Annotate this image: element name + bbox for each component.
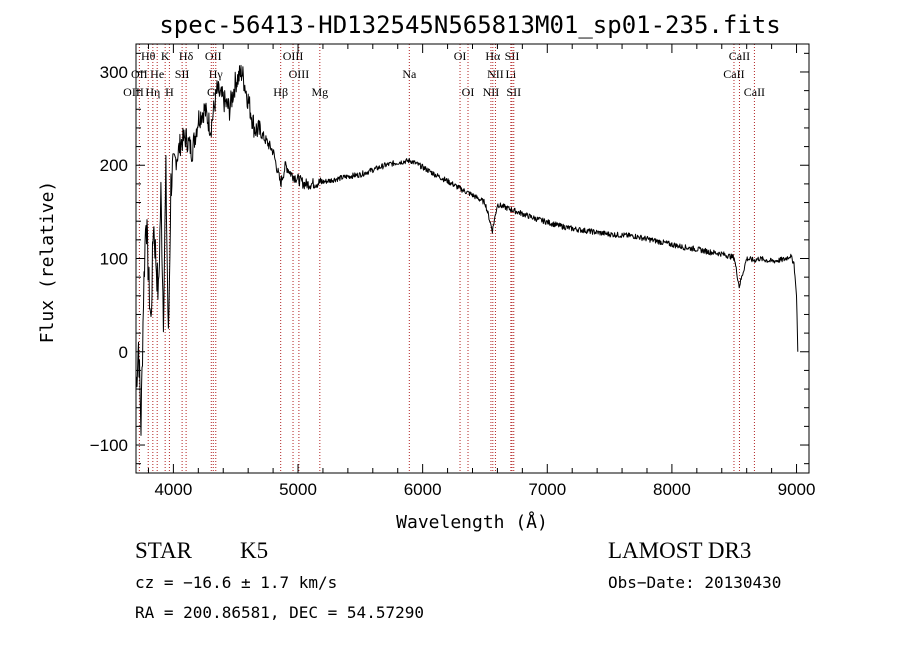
line-marker-label-9: OII xyxy=(131,67,148,81)
line-marker-label-11: SII xyxy=(175,67,190,81)
y-axis-label: Flux (relative) xyxy=(37,181,58,344)
chart-title: spec-56413-HD132545N565813M01_sp01-235.f… xyxy=(159,11,780,39)
redshift-cz: cz = −16.6 ± 1.7 km/s xyxy=(135,573,338,592)
spectrum-series xyxy=(135,64,799,436)
line-marker-label-23: Mg xyxy=(311,85,328,99)
x-tick-label-2: 6000 xyxy=(404,480,442,499)
line-marker-label-21: G xyxy=(207,85,216,99)
x-tick-label-1: 5000 xyxy=(279,480,317,499)
x-tick-label-3: 7000 xyxy=(528,480,566,499)
x-tick-label-4: 8000 xyxy=(653,480,691,499)
x-tick-label-0: 4000 xyxy=(154,480,192,499)
line-marker-label-5: OI xyxy=(454,49,467,63)
object-subclass: K5 xyxy=(240,538,269,563)
line-marker-label-20: H xyxy=(165,85,174,99)
line-marker-label-16: Li xyxy=(506,67,517,81)
line-marker-label-15: NII xyxy=(487,67,504,81)
line-marker-label-7: SII xyxy=(505,49,520,63)
line-marker-label-24: OI xyxy=(462,85,475,99)
line-marker-label-2: Hδ xyxy=(179,49,194,63)
line-marker-label-22: Hβ xyxy=(273,85,288,99)
object-class: STAR xyxy=(135,538,192,563)
line-marker-label-1: K xyxy=(161,49,170,63)
line-marker-label-14: Na xyxy=(402,67,417,81)
x-tick-label-5: 9000 xyxy=(778,480,816,499)
line-marker-label-25: NII xyxy=(483,85,500,99)
line-marker-label-6: Hα xyxy=(485,49,501,63)
line-marker-label-27: CaII xyxy=(744,85,765,99)
line-marker-label-3: OII xyxy=(205,49,222,63)
line-marker-label-10: He xyxy=(150,67,164,81)
y-tick-label-0: −100 xyxy=(90,436,128,455)
spectrum-line xyxy=(135,64,799,436)
axes: 4000 5000 6000 7000 8000 9000 −100 0 100 200 300 xyxy=(90,44,816,499)
line-marker-label-18: OIII xyxy=(123,85,144,99)
line-marker-label-13: OIII xyxy=(289,67,310,81)
y-tick-label-1: 0 xyxy=(119,343,128,362)
line-marker-label-17: CaII xyxy=(723,67,744,81)
survey-name: LAMOST DR3 xyxy=(608,538,752,563)
y-tick-label-2: 100 xyxy=(100,250,128,269)
line-marker-label-4: OIII xyxy=(283,49,304,63)
x-axis-label: Wavelength (Å) xyxy=(396,511,548,533)
line-marker-label-26: SII xyxy=(506,85,521,99)
line-marker-label-12: Hγ xyxy=(209,67,224,81)
line-marker-label-8: CaII xyxy=(729,49,750,63)
ra-dec: RA = 200.86581, DEC = 54.57290 xyxy=(135,603,424,622)
line-marker-label-0: Hθ xyxy=(141,49,156,63)
y-tick-label-4: 300 xyxy=(100,63,128,82)
plot-frame xyxy=(135,43,810,474)
y-tick-label-3: 200 xyxy=(100,156,128,175)
observation-date: Obs−Date: 20130430 xyxy=(608,573,782,592)
line-marker-label-19: Hη xyxy=(145,85,160,99)
